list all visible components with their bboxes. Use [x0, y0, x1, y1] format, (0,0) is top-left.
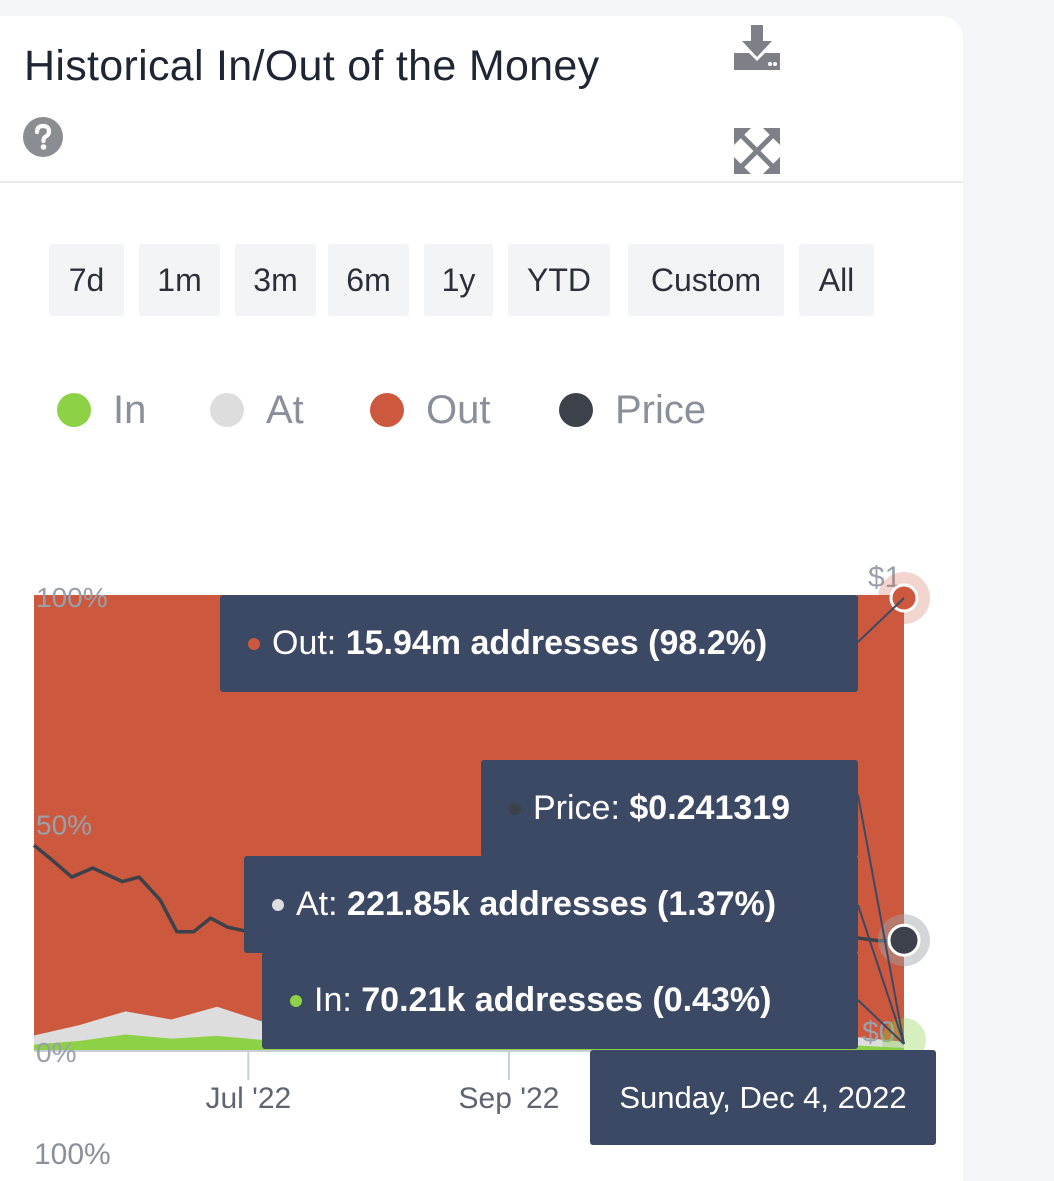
legend-dot-at	[210, 393, 244, 427]
legend-item-out[interactable]: Out	[370, 388, 490, 432]
tooltip-at-label: At:	[296, 885, 338, 923]
expand-arrows-icon[interactable]	[734, 128, 780, 174]
x-tick-label: Jul '22	[205, 1082, 291, 1115]
widget-title: Historical In/Out of the Money	[24, 42, 600, 90]
range-button-1m[interactable]: 1m	[139, 244, 220, 316]
legend-item-at[interactable]: At	[210, 388, 304, 432]
range-button-all[interactable]: All	[799, 244, 874, 316]
tooltip-price-value: $0.241319	[629, 789, 791, 827]
y-tick-label: 50%	[36, 810, 92, 841]
range-button-6m[interactable]: 6m	[328, 244, 409, 316]
tooltip-at-dot	[272, 898, 284, 911]
tooltip-price-dot	[509, 802, 521, 815]
range-button-1y[interactable]: 1y	[424, 244, 493, 316]
header-divider	[0, 181, 963, 183]
hover-marker-price	[887, 923, 921, 957]
legend-label-price: Price	[615, 387, 707, 432]
tooltip-at-value: 221.85k addresses (1.37%)	[347, 885, 777, 923]
legend-label-at: At	[266, 387, 304, 432]
tooltip-price-label: Price:	[533, 789, 620, 827]
y-tick-label: 0%	[36, 1037, 76, 1068]
legend-label-in: In	[113, 387, 147, 432]
tooltip-connector	[857, 794, 905, 1045]
tooltip-out-label: Out:	[272, 624, 337, 662]
tooltip-connector	[857, 904, 905, 1045]
download-icon[interactable]	[732, 22, 782, 72]
legend-dot-in	[57, 393, 91, 427]
tooltip-connector	[857, 999, 905, 1045]
tooltip-in-dot	[290, 994, 302, 1007]
range-button-custom[interactable]: Custom	[628, 244, 784, 316]
range-button-7d[interactable]: 7d	[49, 244, 124, 316]
question-circle-icon[interactable]	[22, 116, 64, 158]
legend-item-price[interactable]: Price	[559, 388, 706, 432]
tooltip-connector	[857, 597, 905, 643]
tooltip-in: In: 70.21k addresses (0.43%)	[262, 952, 858, 1049]
tooltip-at: At: 221.85k addresses (1.37%)	[244, 856, 858, 953]
y-tick-label: 100%	[36, 582, 108, 613]
legend-dot-price	[559, 393, 593, 427]
tooltip-price: Price: $0.241319	[481, 760, 858, 857]
legend-dot-out	[370, 393, 404, 427]
range-button-3m[interactable]: 3m	[235, 244, 316, 316]
tooltip-in-value: 70.21k addresses (0.43%)	[361, 981, 772, 1019]
y-right-tick-label: $0	[862, 1016, 895, 1049]
tooltip-date: Sunday, Dec 4, 2022	[590, 1050, 936, 1145]
tooltip-out-dot	[248, 637, 260, 650]
legend-item-in[interactable]: In	[57, 388, 146, 432]
legend-label-out: Out	[426, 387, 491, 432]
navigator-axis-label: 100%	[34, 1138, 111, 1171]
tooltip-in-label: In:	[314, 981, 352, 1019]
tooltip-out: Out: 15.94m addresses (98.2%)	[220, 595, 858, 692]
range-button-ytd[interactable]: YTD	[508, 244, 610, 316]
tooltip-out-value: 15.94m addresses (98.2%)	[345, 624, 768, 662]
x-tick-label: Sep '22	[459, 1082, 560, 1115]
